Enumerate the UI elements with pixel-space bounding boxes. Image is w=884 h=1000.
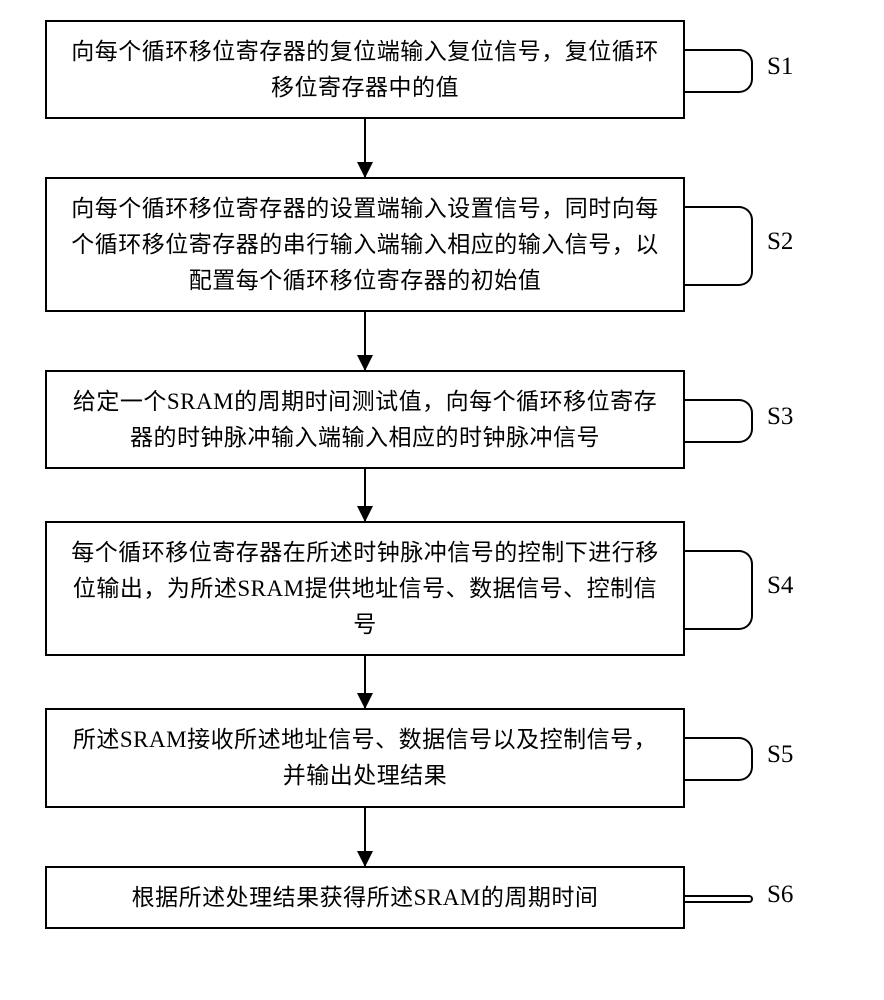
label-connector-s6: S6 <box>685 897 835 899</box>
arrow-s1 <box>364 119 366 177</box>
step-label-s6: S6 <box>767 881 793 909</box>
step-box-s6: 根据所述处理结果获得所述SRAM的周期时间 <box>45 866 685 930</box>
step-label-s3: S3 <box>767 403 793 431</box>
step-text-s5: 所述SRAM接收所述地址信号、数据信号以及控制信号，并输出处理结果 <box>73 727 657 788</box>
step-label-s4: S4 <box>767 572 793 600</box>
step-box-s5: 所述SRAM接收所述地址信号、数据信号以及控制信号，并输出处理结果 <box>45 708 685 807</box>
step-label-s1: S1 <box>767 53 793 81</box>
label-curve-s2 <box>685 206 753 286</box>
step-row-s6: 根据所述处理结果获得所述SRAM的周期时间 S6 <box>45 866 835 930</box>
arrow-s3 <box>364 469 366 521</box>
step-row-s2: 向每个循环移位寄存器的设置端输入设置信号，同时向每个循环移位寄存器的串行输入端输… <box>45 177 835 312</box>
step-text-s4: 每个循环移位寄存器在所述时钟脉冲信号的控制下进行移位输出，为所述SRAM提供地址… <box>71 540 659 636</box>
step-label-s5: S5 <box>767 741 793 769</box>
step-row-s3: 给定一个SRAM的周期时间测试值，向每个循环移位寄存器的时钟脉冲输入端输入相应的… <box>45 370 835 469</box>
label-connector-s2: S2 <box>685 244 835 246</box>
step-row-s5: 所述SRAM接收所述地址信号、数据信号以及控制信号，并输出处理结果 S5 <box>45 708 835 807</box>
label-connector-s4: S4 <box>685 588 835 590</box>
flowchart-container: 向每个循环移位寄存器的复位端输入复位信号，复位循环移位寄存器中的值 S1 向每个… <box>45 20 835 929</box>
label-curve-s4 <box>685 550 753 630</box>
arrow-wrap-s4 <box>45 656 685 708</box>
label-connector-s1: S1 <box>685 69 835 71</box>
step-label-s2: S2 <box>767 228 793 256</box>
step-box-s4: 每个循环移位寄存器在所述时钟脉冲信号的控制下进行移位输出，为所述SRAM提供地址… <box>45 521 685 656</box>
label-connector-s5: S5 <box>685 757 835 759</box>
arrow-s4 <box>364 656 366 708</box>
arrow-wrap-s2 <box>45 312 685 370</box>
label-curve-s5 <box>685 737 753 781</box>
label-curve-s3 <box>685 399 753 443</box>
step-box-s1: 向每个循环移位寄存器的复位端输入复位信号，复位循环移位寄存器中的值 <box>45 20 685 119</box>
arrow-s5 <box>364 808 366 866</box>
step-text-s3: 给定一个SRAM的周期时间测试值，向每个循环移位寄存器的时钟脉冲输入端输入相应的… <box>73 389 657 450</box>
step-row-s4: 每个循环移位寄存器在所述时钟脉冲信号的控制下进行移位输出，为所述SRAM提供地址… <box>45 521 835 656</box>
arrow-s2 <box>364 312 366 370</box>
step-box-s3: 给定一个SRAM的周期时间测试值，向每个循环移位寄存器的时钟脉冲输入端输入相应的… <box>45 370 685 469</box>
step-text-s1: 向每个循环移位寄存器的复位端输入复位信号，复位循环移位寄存器中的值 <box>71 39 659 100</box>
label-curve-s6 <box>685 895 753 903</box>
arrow-wrap-s5 <box>45 808 685 866</box>
step-row-s1: 向每个循环移位寄存器的复位端输入复位信号，复位循环移位寄存器中的值 S1 <box>45 20 835 119</box>
step-text-s6: 根据所述处理结果获得所述SRAM的周期时间 <box>132 885 599 910</box>
arrow-wrap-s3 <box>45 469 685 521</box>
arrow-wrap-s1 <box>45 119 685 177</box>
step-box-s2: 向每个循环移位寄存器的设置端输入设置信号，同时向每个循环移位寄存器的串行输入端输… <box>45 177 685 312</box>
step-text-s2: 向每个循环移位寄存器的设置端输入设置信号，同时向每个循环移位寄存器的串行输入端输… <box>71 196 659 292</box>
label-connector-s3: S3 <box>685 419 835 421</box>
label-curve-s1 <box>685 49 753 93</box>
